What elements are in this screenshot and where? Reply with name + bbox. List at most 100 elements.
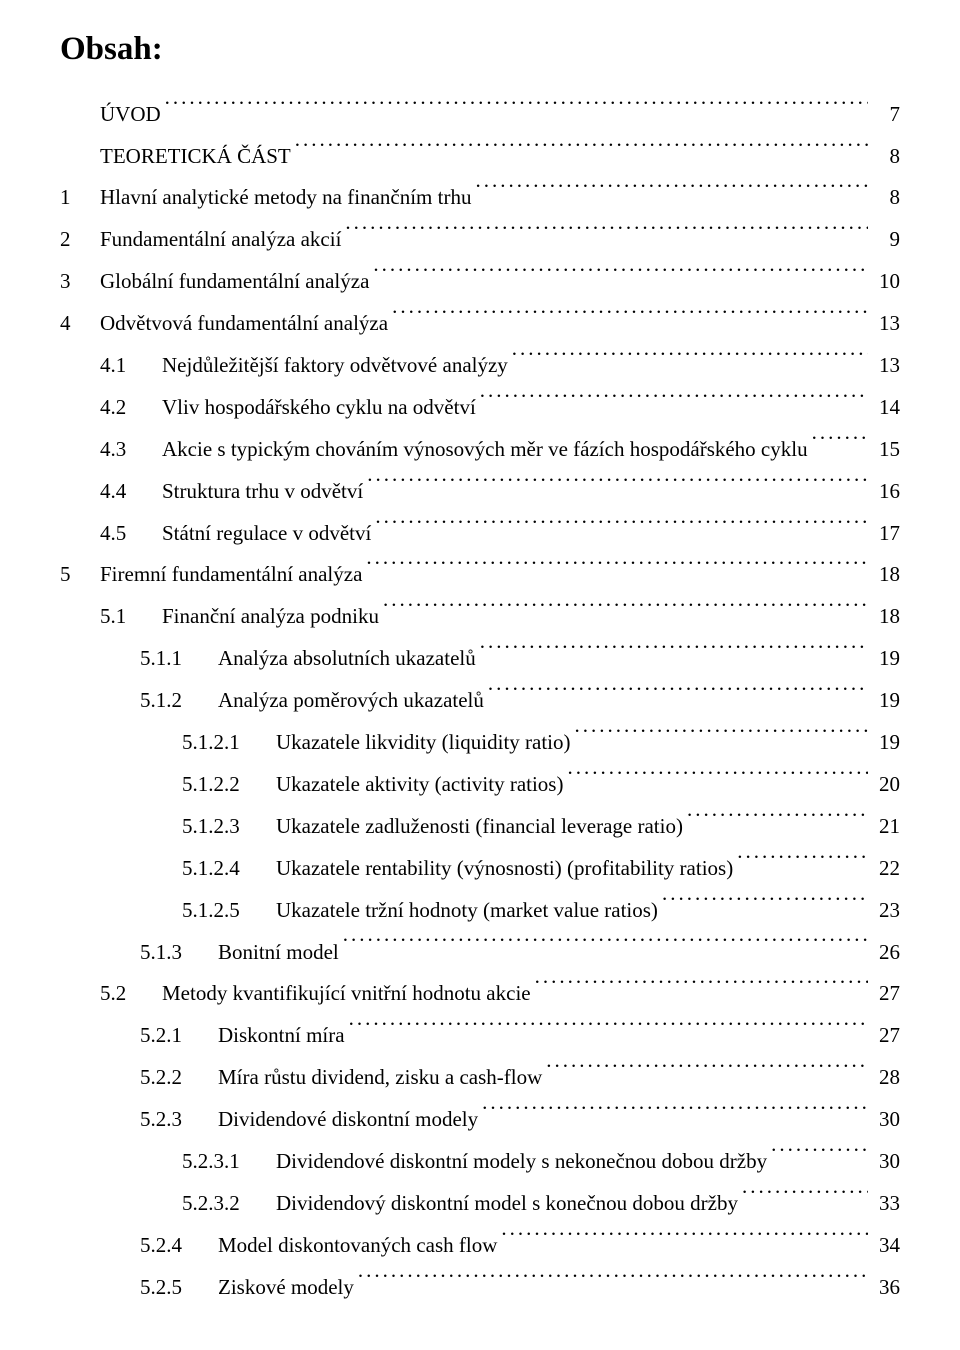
toc-entry-number: 5.2.1 bbox=[140, 1016, 218, 1056]
toc-entry-label: Struktura trhu v odvětví bbox=[162, 472, 367, 512]
toc-entry: 5.2.3.1Dividendové diskontní modely s ne… bbox=[60, 1142, 900, 1182]
toc-entry-label: Akcie s typickým chováním výnosových měr… bbox=[162, 430, 812, 470]
toc-entry-page: 27 bbox=[868, 1016, 900, 1056]
toc-leader-dots bbox=[345, 225, 868, 246]
toc-entry-page: 21 bbox=[868, 807, 900, 847]
toc-leader-dots bbox=[480, 644, 868, 665]
toc-entry-page: 20 bbox=[868, 765, 900, 805]
toc-entry-label: Bonitní model bbox=[218, 933, 343, 973]
toc-leader-dots bbox=[512, 351, 868, 372]
toc-entry-page: 8 bbox=[868, 137, 900, 177]
toc-entry-label: Analýza poměrových ukazatelů bbox=[218, 681, 488, 721]
toc-entry-label: Dividendové diskontní modely bbox=[218, 1100, 482, 1140]
toc-entry-number: 1 bbox=[60, 178, 100, 218]
toc-entry-label: Analýza absolutních ukazatelů bbox=[218, 639, 480, 679]
toc-entry-number: 4.2 bbox=[100, 388, 162, 428]
toc-entry-label: Vliv hospodářského cyklu na odvětví bbox=[162, 388, 480, 428]
toc-entry-number: 4.5 bbox=[100, 514, 162, 554]
toc-leader-dots bbox=[480, 393, 868, 414]
toc-leader-dots bbox=[662, 896, 868, 917]
toc-entry-label: Metody kvantifikující vnitřní hodnotu ak… bbox=[162, 974, 535, 1014]
toc-entry: 4.3Akcie s typickým chováním výnosových … bbox=[60, 430, 900, 470]
toc-leader-dots bbox=[742, 1189, 868, 1210]
toc-entry-number: 5.1.2.3 bbox=[182, 807, 276, 847]
toc-entry: 5.1.2.1Ukazatele likvidity (liquidity ra… bbox=[60, 723, 900, 763]
toc-entry-label: ÚVOD bbox=[100, 95, 165, 135]
toc-leader-dots bbox=[165, 100, 868, 121]
toc-entry-label: Ukazatele likvidity (liquidity ratio) bbox=[276, 723, 575, 763]
toc-page: Obsah: ÚVOD 7TEORETICKÁ ČÁST81Hlavní anal… bbox=[0, 0, 960, 1350]
toc-entry: 5.1.3Bonitní model26 bbox=[60, 933, 900, 973]
toc-entry-number: 5.2.3.2 bbox=[182, 1184, 276, 1224]
toc-entry: 5.1.2.5Ukazatele tržní hodnoty (market v… bbox=[60, 891, 900, 931]
toc-entry-number: 5.2.4 bbox=[140, 1226, 218, 1266]
toc-leader-dots bbox=[482, 1105, 868, 1126]
toc-entry-page: 30 bbox=[868, 1100, 900, 1140]
toc-entry-label: Model diskontovaných cash flow bbox=[218, 1226, 501, 1266]
toc-entry: 5.2.2Míra růstu dividend, zisku a cash-f… bbox=[60, 1058, 900, 1098]
toc-entry: 4.1Nejdůležitější faktory odvětvové anal… bbox=[60, 346, 900, 386]
toc-entry-label: Fundamentální analýza akcií bbox=[100, 220, 345, 260]
toc-entry-number: 5.2.5 bbox=[140, 1268, 218, 1308]
toc-leader-dots bbox=[375, 519, 868, 540]
toc-entry-label: Hlavní analytické metody na finančním tr… bbox=[100, 178, 475, 218]
toc-entry-label: Ukazatele rentability (výnosnosti) (prof… bbox=[276, 849, 737, 889]
toc-entry-page: 23 bbox=[868, 891, 900, 931]
toc-entry-page: 14 bbox=[868, 388, 900, 428]
toc-entry-page: 33 bbox=[868, 1184, 900, 1224]
toc-entry-number: 5.1.1 bbox=[140, 639, 218, 679]
toc-entry: 4.5Státní regulace v odvětví17 bbox=[60, 514, 900, 554]
toc-entry: 4Odvětvová fundamentální analýza13 bbox=[60, 304, 900, 344]
toc-entry-label: Státní regulace v odvětví bbox=[162, 514, 375, 554]
toc-entry-number: 4.1 bbox=[100, 346, 162, 386]
toc-entry-number: 5.1.2.1 bbox=[182, 723, 276, 763]
toc-entry-page: 26 bbox=[868, 933, 900, 973]
toc-entry-number: 4.3 bbox=[100, 430, 162, 470]
toc-entry-number: 2 bbox=[60, 220, 100, 260]
toc-entry-number: 4 bbox=[60, 304, 100, 344]
toc-entry-page: 34 bbox=[868, 1226, 900, 1266]
toc-entry-number: 5.1 bbox=[100, 597, 162, 637]
toc-entry-label: Ukazatele tržní hodnoty (market value ra… bbox=[276, 891, 662, 931]
toc-entry-page: 10 bbox=[868, 262, 900, 302]
toc-entry: 5.1.2.4Ukazatele rentability (výnosnosti… bbox=[60, 849, 900, 889]
toc-entry-label: Míra růstu dividend, zisku a cash-flow bbox=[218, 1058, 546, 1098]
toc-entry: 1Hlavní analytické metody na finančním t… bbox=[60, 178, 900, 218]
toc-entry-label: Finanční analýza podniku bbox=[162, 597, 383, 637]
toc-entry-page: 22 bbox=[868, 849, 900, 889]
toc-entry: TEORETICKÁ ČÁST8 bbox=[60, 137, 900, 177]
toc-entry: 5.2.3Dividendové diskontní modely 30 bbox=[60, 1100, 900, 1140]
toc-entry: 5.2.4Model diskontovaných cash flow 34 bbox=[60, 1226, 900, 1266]
toc-leader-dots bbox=[488, 686, 868, 707]
toc-leader-dots bbox=[546, 1063, 868, 1084]
toc-leader-dots bbox=[687, 812, 868, 833]
toc-entry: 5.2.5Ziskové modely36 bbox=[60, 1268, 900, 1308]
toc-leader-dots bbox=[475, 183, 868, 204]
toc-entry-page: 18 bbox=[868, 555, 900, 595]
toc-entry-number: 5.2.3 bbox=[140, 1100, 218, 1140]
toc-entry: 5.2Metody kvantifikující vnitřní hodnotu… bbox=[60, 974, 900, 1014]
toc-entry-page: 7 bbox=[868, 95, 900, 135]
toc-leader-dots bbox=[349, 1021, 868, 1042]
toc-entry-page: 19 bbox=[868, 723, 900, 763]
toc-entry-number: 5 bbox=[60, 555, 100, 595]
toc-entry-page: 18 bbox=[868, 597, 900, 637]
toc-leader-dots bbox=[383, 602, 868, 623]
toc-entry-page: 13 bbox=[868, 304, 900, 344]
toc-entry: 5.2.1Diskontní míra27 bbox=[60, 1016, 900, 1056]
toc-entry-page: 8 bbox=[868, 178, 900, 218]
toc-entry-number: 3 bbox=[60, 262, 100, 302]
toc-entry: 5.1Finanční analýza podniku 18 bbox=[60, 597, 900, 637]
toc-entry-page: 16 bbox=[868, 472, 900, 512]
toc-entry-number: 5.2.3.1 bbox=[182, 1142, 276, 1182]
toc-heading: Obsah: bbox=[60, 18, 900, 81]
toc-leader-dots bbox=[567, 770, 868, 791]
toc-leader-dots bbox=[737, 854, 868, 875]
toc-entry: 5.1.2.2Ukazatele aktivity (activity rati… bbox=[60, 765, 900, 805]
toc-entry-number: 5.2 bbox=[100, 974, 162, 1014]
toc-leader-dots bbox=[812, 435, 868, 456]
toc-entry-page: 28 bbox=[868, 1058, 900, 1098]
toc-entry-page: 19 bbox=[868, 639, 900, 679]
toc-entry-page: 19 bbox=[868, 681, 900, 721]
toc-leader-dots bbox=[295, 142, 868, 163]
